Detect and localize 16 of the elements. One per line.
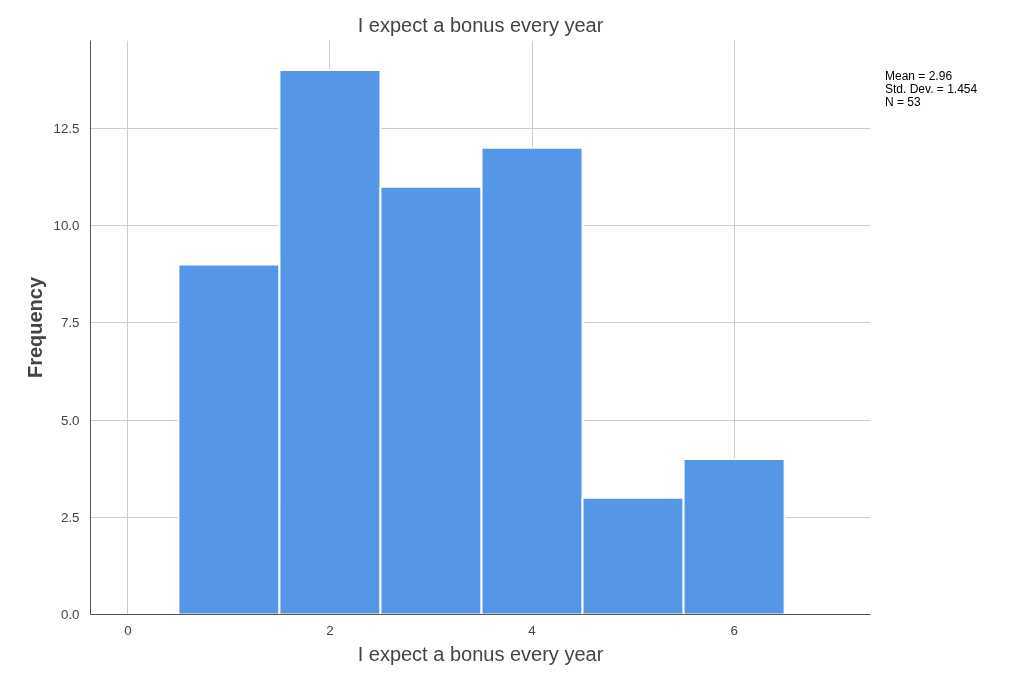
y-tick-label: 5.0 <box>60 412 80 428</box>
text: N = 53 <box>885 95 921 110</box>
x-axis-title: I expect a bonus every year <box>357 642 604 665</box>
x-tick-label: 6 <box>730 622 738 638</box>
text: Mean = 2.96 <box>885 69 953 83</box>
y-axis-title: Frequency <box>23 276 46 379</box>
chart-title: I expect a bonus every year <box>357 13 604 36</box>
x-tick-label: 0 <box>124 622 132 638</box>
y-tick-label: 0.0 <box>60 607 80 622</box>
x-tick-label: 2 <box>326 622 334 638</box>
x-tick-label: 4 <box>528 622 537 638</box>
y-tick-label: 7.5 <box>60 315 80 331</box>
y-tick-label: 12.5 <box>53 120 80 136</box>
y-tick-label: 10.0 <box>53 218 80 234</box>
text: Std. Dev. = 1.454 <box>885 82 978 97</box>
y-tick-label: 2.5 <box>60 509 80 525</box>
